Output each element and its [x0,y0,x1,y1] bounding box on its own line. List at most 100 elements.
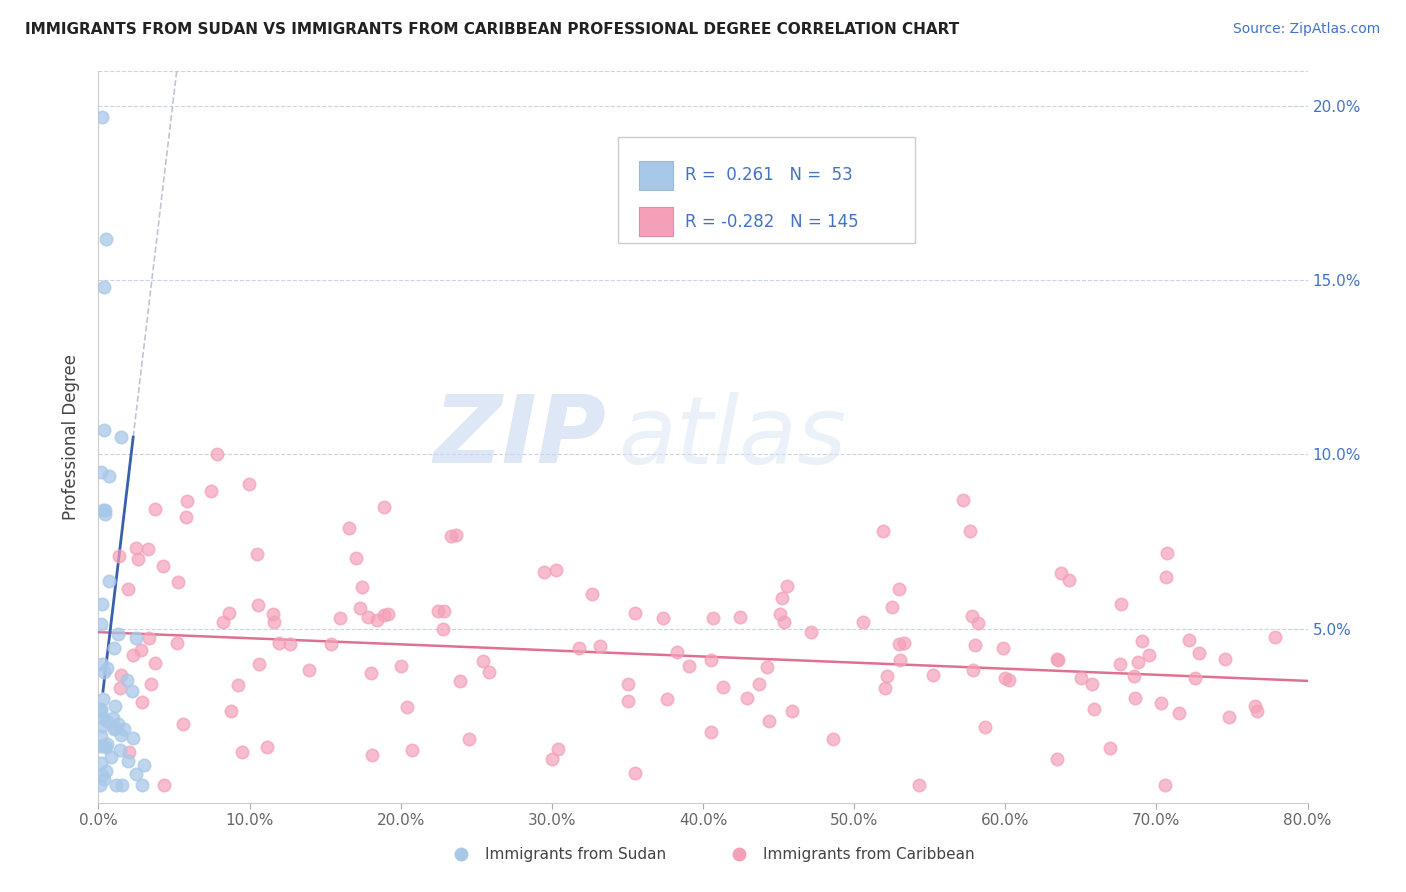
Point [568,640,591,655]
Point [872,524,894,538]
Y-axis label: Professional Degree: Professional Degree [62,354,80,520]
Point [952,492,974,507]
Point [96,714,118,728]
Point [471,654,494,668]
Point [94,764,117,778]
Point [152,558,174,573]
Point [1156,546,1178,560]
Point [458,731,481,746]
Point [101,711,124,725]
Point [344,551,367,566]
Point [174,510,197,524]
Point [110,668,132,682]
Point [546,563,568,577]
Point [533,565,555,579]
Point [107,716,129,731]
Point [541,752,564,766]
Point [349,601,371,615]
Point [200,484,222,499]
Point [93,739,115,754]
Point [1137,648,1160,662]
Point [700,725,723,739]
Point [127,552,149,566]
Point [97,469,120,483]
Point [125,631,148,645]
Point [112,723,135,737]
Point [678,659,700,673]
Point [889,582,911,597]
Point [748,676,770,690]
Point [547,742,569,756]
Point [1050,566,1073,580]
Point [231,745,253,759]
Point [96,737,118,751]
Point [247,657,270,671]
Point [776,579,799,593]
Point [94,503,117,517]
Point [329,610,352,624]
Point [373,500,395,514]
Point [138,632,160,646]
Point [1213,652,1236,666]
Point [1184,671,1206,685]
Point [769,607,792,621]
Point [755,660,778,674]
Point [117,755,139,769]
Point [963,638,986,652]
Point [319,637,342,651]
Point [773,615,796,630]
Point [125,766,148,780]
Point [1188,646,1211,660]
Point [96,661,118,675]
Point [172,717,194,731]
Point [960,608,983,623]
Point [263,615,285,629]
Point [401,743,423,757]
Point [799,624,821,639]
Point [111,778,134,792]
Point [278,637,301,651]
Point [1083,702,1105,716]
Point [93,772,115,786]
Point [1111,597,1133,611]
Point [115,673,138,687]
Point [298,663,321,677]
Point [655,691,678,706]
Point [449,673,471,688]
Point [962,663,984,677]
Point [90,729,112,743]
Point [94,231,117,245]
Point [770,591,793,605]
Point [876,669,898,683]
Point [1057,573,1080,587]
Point [700,653,723,667]
Point [143,656,166,670]
Point [218,606,240,620]
Point [873,681,896,695]
Point [1080,677,1102,691]
Point [616,694,638,708]
Point [110,430,132,444]
Point [624,606,647,620]
Point [90,768,112,782]
Point [426,604,449,618]
Point [730,610,752,624]
Point [91,692,114,706]
Point [93,665,115,680]
Point [105,778,128,792]
Point [110,742,132,756]
Point [89,778,111,792]
Point [356,610,378,624]
Point [93,423,115,437]
FancyBboxPatch shape [619,137,915,244]
FancyBboxPatch shape [638,207,673,236]
Point [652,611,675,625]
Point [90,617,112,632]
Point [143,501,166,516]
Point [117,582,139,597]
Point [247,599,270,613]
Text: Immigrants from Caribbean: Immigrants from Caribbean [763,847,976,862]
Point [108,549,131,564]
Point [782,704,804,718]
Point [360,665,382,680]
